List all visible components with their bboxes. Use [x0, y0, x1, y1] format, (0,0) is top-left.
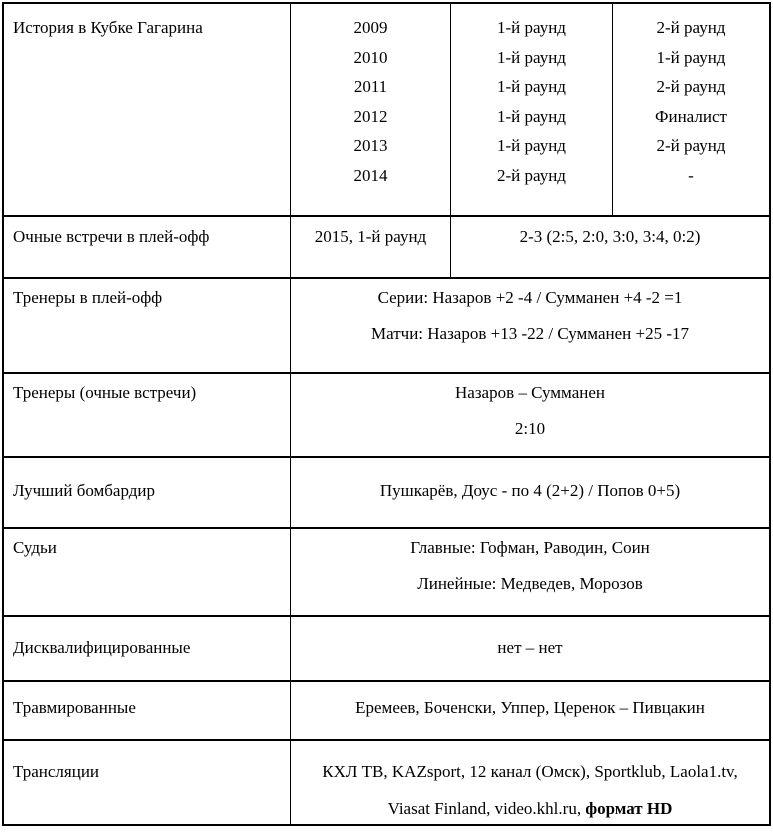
row-label: Травмированные: [13, 698, 136, 717]
content-line: 1-й раунд: [497, 47, 566, 67]
row-injured: Травмированные Еремеев, Боченски, Уппер, …: [4, 680, 769, 739]
row-label-cell: История в Кубке Гагарина: [4, 4, 290, 215]
content-line: 1-й раунд: [656, 47, 726, 67]
cell-rounds-team-one: 1-й раунд 1-й раунд 1-й раунд 1-й раунд 1-й …: [450, 4, 612, 215]
row-label-cell: Судьи: [4, 529, 290, 615]
text-segment: формат HD: [585, 799, 673, 818]
content-line: 2:10: [514, 419, 546, 438]
row-label-cell: Трансляции: [4, 741, 290, 824]
content-line: 1-й раунд: [497, 106, 566, 126]
cell-coaches-h2h-result: Назаров – Сумманен 2:10: [290, 374, 769, 456]
content-line: 2-й раунд: [656, 77, 726, 96]
row-label-cell: Очные встречи в плей-офф: [4, 217, 290, 277]
row-disqualified: Дисквалифицированные нет – нет: [4, 615, 769, 680]
content-line: Главные: Гофман, Раводин, Соин: [410, 538, 650, 557]
cell-h2h-season: 2015, 1-й раунд: [290, 217, 450, 277]
row-label-cell: Тренеры в плей-офф: [4, 279, 290, 372]
cell-injured-players: Еремеев, Боченски, Уппер, Церенок – Пивц…: [290, 682, 769, 739]
row-label-cell: Дисквалифицированные: [4, 617, 290, 680]
content-line: -: [688, 165, 694, 185]
content-line: 1-й раунд: [497, 136, 566, 155]
content-line: Еремеев, Боченски, Уппер, Церенок – Пивц…: [355, 698, 705, 717]
content-line: Пушкарёв, Доус - по 4 (2+2) / Попов 0+5): [379, 481, 681, 500]
row-gagarin-cup-history: История в Кубке Гагарина 2009 2010 2011 2012…: [4, 4, 769, 215]
cell-rounds-team-two: 2-й раунд 1-й раунд 2-й раунд Финалист 2-й р…: [612, 4, 769, 215]
cell-referees-list: Главные: Гофман, Раводин, Соин Линейные: …: [290, 529, 769, 615]
content-line: Линейные: Медведев, Морозов: [417, 574, 643, 593]
row-label: Лучший бомбардир: [13, 481, 155, 500]
row-label: Трансляции: [13, 762, 100, 781]
content-line: Финалист: [655, 106, 727, 126]
content-line: Назаров – Сумманен: [455, 383, 605, 402]
cell-disqualified-players: нет – нет: [290, 617, 769, 680]
cell-coaches-record: Серии: Назаров +2 -4 / Сумманен +4 -2 =1…: [290, 279, 769, 372]
row-label-cell: Травмированные: [4, 682, 290, 739]
content-line: Viasat Finland, video.khl.ru, формат HD: [295, 790, 765, 824]
content-line: 2-й раунд: [656, 136, 726, 155]
content-line: 2009: [353, 18, 388, 37]
row-label: История в Кубке Гагарина: [13, 18, 203, 37]
content-line: 2-й раунд: [656, 18, 726, 37]
content-line: 2012: [353, 106, 388, 126]
content-line: 2014: [353, 165, 388, 185]
content-line: 2015, 1-й раунд: [314, 227, 427, 246]
content-line: 2010: [353, 47, 388, 67]
content-line: 2011: [353, 77, 388, 96]
content-line: 2-й раунд: [497, 165, 566, 185]
text-segment: Viasat Finland, video.khl.ru,: [387, 799, 586, 818]
content-line: 2-3 (2:5, 2:0, 3:0, 3:4, 0:2): [519, 227, 701, 246]
content-line: 1-й раунд: [497, 18, 566, 37]
cell-h2h-score: 2-3 (2:5, 2:0, 3:0, 3:4, 0:2): [450, 217, 769, 277]
row-label: Тренеры (очные встречи): [13, 383, 197, 402]
content-line: Серии: Назаров +2 -4 / Сумманен +4 -2 =1: [377, 288, 683, 307]
row-top-scorer: Лучший бомбардир Пушкарёв, Доус - по 4 (2…: [4, 456, 769, 527]
row-label: Тренеры в плей-офф: [13, 288, 163, 307]
row-label: Очные встречи в плей-офф: [13, 227, 210, 246]
cell-top-scorers: Пушкарёв, Доус - по 4 (2+2) / Попов 0+5): [290, 458, 769, 527]
cell-broadcast-list: КХЛ ТВ, KAZsport, 12 канал (Омск), Sport…: [290, 741, 769, 824]
content-line: 1-й раунд: [497, 77, 566, 96]
content-line: 2013: [353, 136, 388, 155]
row-coaches-playoffs: Тренеры в плей-офф Серии: Назаров +2 -4 /…: [4, 277, 769, 372]
content-line: КХЛ ТВ, KAZsport, 12 канал (Омск), Sport…: [322, 762, 738, 781]
row-label-cell: Тренеры (очные встречи): [4, 374, 290, 456]
row-broadcasts: Трансляции КХЛ ТВ, KAZsport, 12 канал (Ом…: [4, 739, 769, 824]
row-label: Судьи: [13, 538, 57, 557]
row-label-cell: Лучший бомбардир: [4, 458, 290, 527]
row-referees: Судьи Главные: Гофман, Раводин, Соин Линей…: [4, 527, 769, 615]
content-line: Матчи: Назаров +13 -22 / Сумманен +25 -1…: [371, 324, 689, 343]
cell-years: 2009 2010 2011 2012 2013 2014: [290, 4, 450, 215]
row-playoff-head-to-head: Очные встречи в плей-офф 2015, 1-й раунд 2…: [4, 215, 769, 277]
row-label: Дисквалифицированные: [13, 638, 191, 657]
content-line: нет – нет: [497, 638, 563, 657]
row-coaches-head-to-head: Тренеры (очные встречи) Назаров – Суммане…: [4, 372, 769, 456]
